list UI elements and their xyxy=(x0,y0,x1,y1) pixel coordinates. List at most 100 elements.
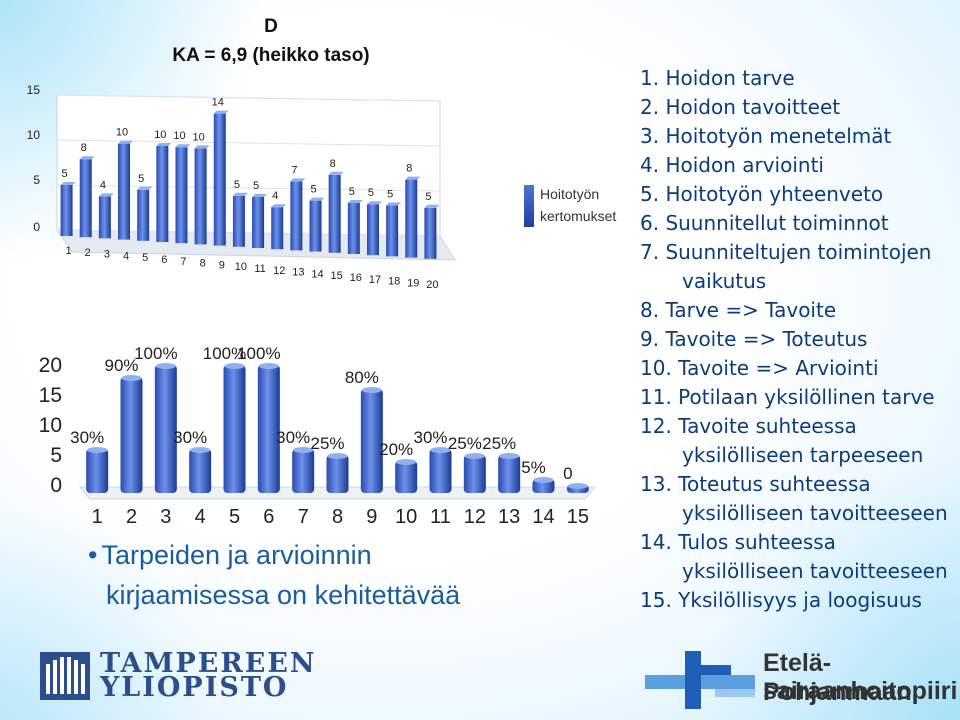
chart2-bar xyxy=(223,365,246,493)
chart1-value-label: 10 xyxy=(173,130,185,142)
chart1-bar xyxy=(252,197,265,248)
chart2-bar-top xyxy=(190,447,211,453)
chart1-category-label: 2 xyxy=(85,247,91,259)
criteria-item: 9. Tavoite => Toteutus xyxy=(640,325,960,354)
chart2-data-label: 25% xyxy=(448,434,482,453)
chart1-category-label: 12 xyxy=(273,265,285,277)
chart1-value-label: 5 xyxy=(425,191,431,203)
criteria-item-text: 11. Potilaan yksilöllinen tarve xyxy=(640,385,935,409)
chart1-bar-top xyxy=(252,194,268,197)
ep-line1: Etelä-Pohjanmaan xyxy=(763,649,912,706)
chart1-bar-top xyxy=(213,110,229,114)
chart1-value-label: 8 xyxy=(406,163,412,175)
criteria-item: 15. Yksilöllisyys ja loogisuus xyxy=(640,586,960,615)
chart2-data-label: 100% xyxy=(203,344,246,363)
criteria-item-continuation: yksilölliseen tavoitteeseen xyxy=(682,501,948,525)
chart1-category-label: 16 xyxy=(350,272,362,284)
chart1-bar xyxy=(60,185,73,236)
chart1-bar-top xyxy=(405,176,421,180)
chart1-bar xyxy=(175,147,188,244)
chart1-ytick-label: 0 xyxy=(33,220,40,234)
chart2-bar-top xyxy=(293,447,314,453)
chart1-value-label: 10 xyxy=(154,129,166,141)
chart1-bar xyxy=(271,207,284,250)
chart2-data-label: 20% xyxy=(379,440,413,459)
criteria-item: 10. Tavoite => Arviointi xyxy=(640,354,960,383)
chart1-category-label: 13 xyxy=(292,267,304,279)
chart2-category-label: 4 xyxy=(195,506,206,528)
chart1-category-label: 5 xyxy=(142,252,148,264)
chart1-title: D xyxy=(264,16,278,37)
chart1-value-label: 4 xyxy=(272,190,278,202)
criteria-item: 2. Hoidon tavoitteet xyxy=(640,93,960,122)
tampere-line2: YLIOPISTO xyxy=(100,672,289,703)
chart2-category-label: 15 xyxy=(567,506,589,528)
chart2-bar xyxy=(463,455,486,493)
chart1-bar-top xyxy=(347,200,363,203)
chart1-value-label: 7 xyxy=(291,164,297,176)
chart1-category-label: 1 xyxy=(66,245,72,257)
tampere-line1: TAMPEREEN xyxy=(100,648,317,679)
chart2-bar xyxy=(257,365,280,493)
criteria-item: 12. Tavoite suhteessa yksilölliseen tarpe… xyxy=(640,412,960,470)
chart1-bar xyxy=(328,174,341,253)
chart1-subtitle: KA = 6,9 (heikko taso) xyxy=(172,45,369,66)
chart1-bar-top xyxy=(118,140,134,144)
chart2-bar-top xyxy=(87,447,108,453)
legend-label-line2: kertomukset xyxy=(540,208,617,224)
chart1-value-label: 5 xyxy=(138,173,144,185)
chart2-data-label: 80% xyxy=(345,368,379,387)
chart1-value-label: 8 xyxy=(330,158,336,170)
chart2-data-label: 100% xyxy=(134,344,177,363)
chart2-ytick-label: 10 xyxy=(39,414,62,437)
chart2-category-label: 3 xyxy=(160,506,171,528)
bullet-line2: kirjaamisessa on kehitettävää xyxy=(106,580,461,610)
bullet-line1: Tarpeiden ja arvioinnin xyxy=(88,535,460,575)
chart1-ytick-label: 10 xyxy=(27,128,41,142)
criteria-item: 13. Toteutus suhteessa yksilölliseen tavo… xyxy=(640,470,960,528)
chart1-bar-top xyxy=(79,156,95,160)
chart2-bar-top xyxy=(396,459,417,465)
ep-hospital-district-logo: Etelä-Pohjanmaan sairaanhoitopiiri xyxy=(645,645,957,713)
chart1-bar-top xyxy=(232,192,248,196)
chart1-bar xyxy=(79,159,92,238)
criteria-item-text: 15. Yksilöllisyys ja loogisuus xyxy=(640,588,922,612)
chart2-bar-top xyxy=(155,363,176,369)
chart2-bar xyxy=(292,449,315,493)
criteria-item-text: 5. Hoitotyön yhteenveto xyxy=(640,182,884,206)
chart1-bar xyxy=(137,189,150,241)
chart2-bar xyxy=(154,365,177,493)
chart1-legend: Hoitotyön kertomukset xyxy=(524,183,620,227)
chart1-category-label: 18 xyxy=(388,276,400,288)
chart1-category-label: 19 xyxy=(407,277,419,289)
criteria-item-text: 4. Hoidon arviointi xyxy=(640,153,824,177)
chart2-bar xyxy=(326,455,349,493)
chart1-bar-top xyxy=(194,145,210,149)
chart2-category-label: 1 xyxy=(92,506,103,528)
chart1-bar-top xyxy=(328,171,344,175)
chart1-value-label: 5 xyxy=(368,187,374,199)
chart2-bar xyxy=(189,449,212,493)
chart2-category-label: 10 xyxy=(395,506,417,528)
chart1-bar xyxy=(309,200,322,252)
criteria-item-text: 7. Suunniteltujen toimintojen xyxy=(640,240,932,264)
criteria-item-text: 1. Hoidon tarve xyxy=(640,66,795,90)
chart1-bar-top xyxy=(137,186,153,190)
criteria-item: 3. Hoitotyön menetelmät xyxy=(640,122,960,151)
chart1-category-label: 11 xyxy=(254,263,265,275)
chart2-bar xyxy=(498,455,521,493)
chart2-bar-top xyxy=(121,375,142,381)
criteria-item: 5. Hoitotyön yhteenveto xyxy=(640,180,960,209)
chart2-data-label: 30% xyxy=(413,428,447,447)
chart2-category-label: 8 xyxy=(332,506,343,528)
ep-logo-cross-icon xyxy=(645,651,755,709)
chart1-bar xyxy=(213,113,226,246)
chart1-category-label: 6 xyxy=(161,254,167,266)
chart2-data-label: 100% xyxy=(237,344,280,363)
criteria-item: 6. Suunnitellut toiminnot xyxy=(640,209,960,238)
legend-label-line1: Hoitotyön xyxy=(540,186,600,202)
chart2-category-label: 6 xyxy=(263,506,274,528)
chart2-data-label: 25% xyxy=(482,434,516,453)
chart1-category-label: 7 xyxy=(180,256,186,268)
